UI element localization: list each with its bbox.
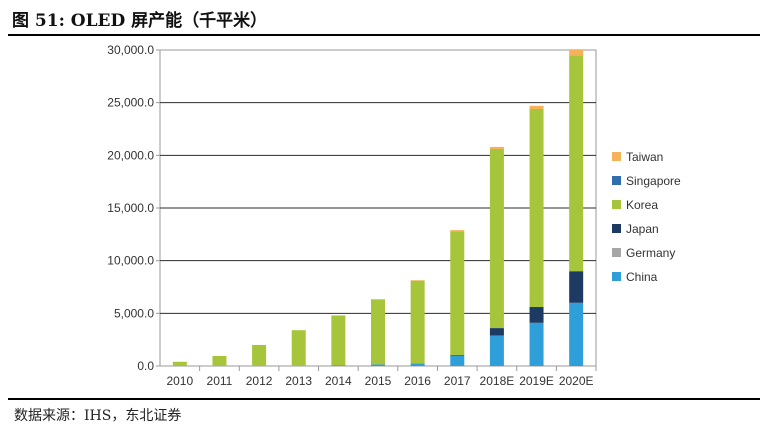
legend-label-singapore: Singapore — [626, 174, 681, 188]
bar-segment-japan — [569, 271, 584, 303]
x-tick-label: 2011 — [207, 374, 233, 388]
source-note: 数据来源：IHS，东北证券 — [14, 408, 182, 424]
bar-segment-china — [529, 322, 544, 366]
x-tick-label: 2015 — [365, 374, 392, 388]
y-tick-label: 20,000.0 — [107, 148, 154, 162]
bar-segment-taiwan — [371, 299, 385, 300]
x-tick-label: 2017 — [444, 374, 471, 388]
bar-segment-korea — [450, 231, 465, 355]
bar-segment-korea — [212, 355, 227, 366]
bar-segment-japan — [529, 307, 544, 323]
bar-segment-korea — [371, 299, 385, 365]
bar-segment-china — [371, 364, 385, 366]
bar-segment-china — [450, 355, 465, 366]
bar-segment-korea — [252, 344, 267, 366]
bar-segment-korea — [569, 55, 584, 272]
legend-label-germany: Germany — [626, 246, 675, 260]
x-tick-label: 2018E — [480, 374, 515, 388]
bar-segment-japan — [450, 354, 465, 356]
x-tick-label: 2019E — [519, 374, 554, 388]
bar-segment-china — [489, 335, 504, 366]
x-tick-label: 2013 — [285, 374, 312, 388]
title-bar: 图 51: OLED 屏产能（千平米） — [8, 0, 760, 36]
x-tick-label: 2020E — [559, 374, 594, 388]
legend-swatch-china — [612, 272, 621, 281]
y-tick-label: 10,000.0 — [107, 254, 154, 268]
bar-segment-korea — [410, 280, 425, 364]
y-tick-label: 5,000.0 — [114, 306, 154, 320]
x-tick-label: 2010 — [166, 374, 193, 388]
bar-segment-taiwan — [489, 146, 504, 150]
x-tick-label: 2012 — [246, 374, 273, 388]
bar-segment-taiwan — [529, 105, 544, 109]
legend-label-japan: Japan — [626, 222, 659, 236]
bar-segment-korea — [331, 315, 346, 366]
bar-segment-korea — [172, 361, 187, 366]
y-tick-label: 30,000.0 — [107, 43, 154, 57]
legend-swatch-korea — [612, 200, 621, 209]
legend-label-korea: Korea — [626, 198, 658, 212]
bar-segment-taiwan — [569, 50, 584, 56]
bar-segment-china — [569, 302, 584, 366]
bar-segment-japan — [489, 328, 504, 336]
legend-swatch-taiwan — [612, 152, 621, 161]
bar-segment-china — [331, 365, 346, 366]
bar-segment-china — [410, 363, 425, 366]
bar-segment-korea — [291, 330, 306, 366]
source-bar: 数据来源：IHS，东北证券 — [8, 398, 760, 430]
bar-segment-taiwan — [410, 280, 425, 281]
legend-swatch-singapore — [612, 176, 621, 185]
bar-segment-korea — [529, 108, 544, 308]
x-tick-label: 2016 — [404, 374, 431, 388]
legend-label-taiwan: Taiwan — [626, 150, 663, 164]
legend-swatch-japan — [612, 224, 621, 233]
stacked-bar-chart: 0.0 5,000.0 10,000.0 15,000.0 20,000.0 25,000… — [107, 43, 681, 388]
bar-segment-korea — [489, 149, 504, 329]
legend-swatch-germany — [612, 248, 621, 257]
y-tick-label: 15,000.0 — [107, 201, 154, 215]
bar-segment-taiwan — [450, 230, 465, 232]
legend-label-china: China — [626, 270, 658, 284]
y-tick-label: 0.0 — [137, 359, 154, 373]
x-tick-label: 2014 — [325, 374, 352, 388]
y-tick-label: 25,000.0 — [107, 96, 154, 110]
page-title: 图 51: OLED 屏产能（千平米） — [12, 11, 268, 31]
